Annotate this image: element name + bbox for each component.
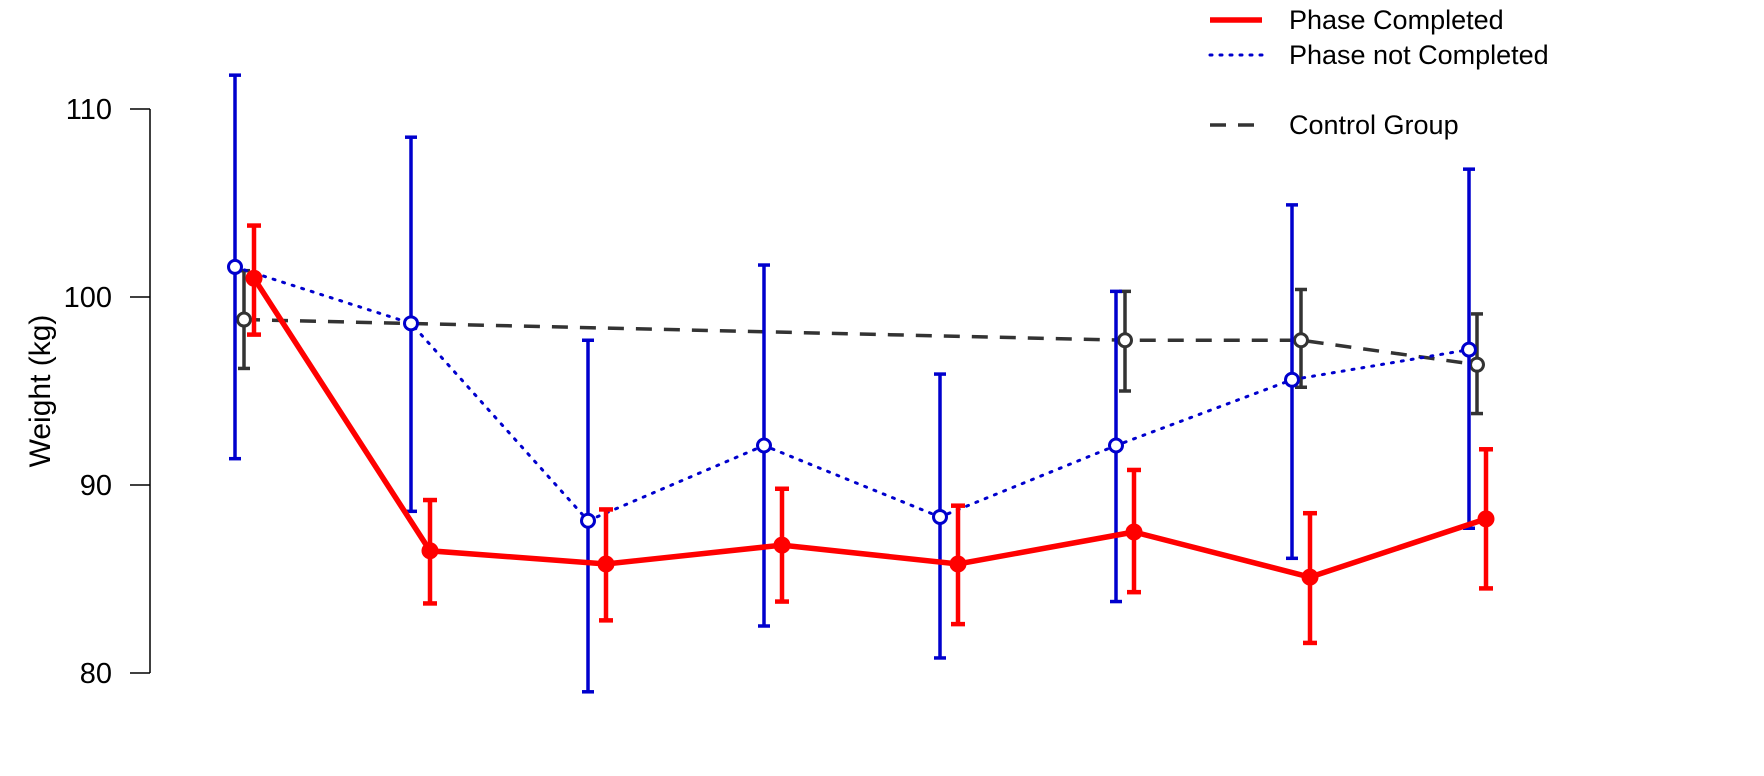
data-point (1461, 341, 1477, 358)
legend: Phase Completed Phase not Completed Contro… (1208, 5, 1549, 140)
data-point (756, 437, 772, 454)
phase-not-completed-series (227, 73, 1477, 694)
y-tick-label: 110 (66, 94, 112, 126)
y-tick-label: 80 (80, 658, 112, 690)
legend-label: Phase Completed (1289, 5, 1504, 35)
phase-completed-series (245, 223, 1495, 646)
series-line (233, 265, 1471, 523)
data-point (597, 555, 615, 573)
data-point (1301, 568, 1319, 586)
data-point (1477, 510, 1495, 528)
data-point (773, 536, 791, 554)
data-point (1117, 332, 1133, 349)
data-point (1108, 437, 1124, 454)
data-point (949, 555, 967, 573)
data-point (932, 508, 948, 525)
data-point (1293, 332, 1309, 349)
y-tick-label: 100 (64, 282, 112, 314)
y-axis-label: Weight (kg) (24, 315, 57, 468)
data-point (1125, 523, 1143, 541)
data-point (236, 311, 252, 328)
control-group-series (236, 268, 1485, 416)
data-point (227, 258, 243, 275)
data-point (1284, 371, 1300, 388)
y-axis: 80 90 100 110 Weight (kg) (24, 94, 151, 690)
data-point (421, 542, 439, 560)
data-point (1469, 356, 1485, 373)
legend-label: Control Group (1289, 110, 1459, 140)
series-line (251, 276, 1487, 580)
data-point (580, 512, 596, 529)
y-tick-label: 90 (80, 470, 112, 502)
data-point (245, 269, 263, 287)
data-point (403, 315, 419, 332)
legend-label: Phase not Completed (1289, 40, 1549, 70)
